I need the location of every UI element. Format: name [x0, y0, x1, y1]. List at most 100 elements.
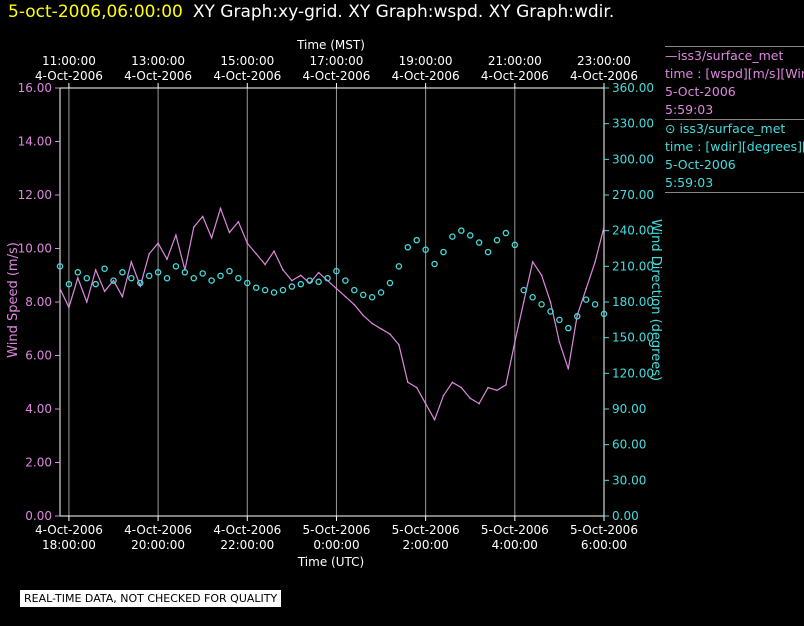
- wspd-point: [255, 253, 257, 255]
- wdir-point: [83, 274, 91, 282]
- wdir-point: [342, 277, 349, 284]
- wspd-point: [335, 287, 338, 290]
- wdir-point: [582, 296, 590, 303]
- wspd-point: [398, 344, 400, 346]
- wspd-point: [148, 253, 150, 255]
- wdir-point: [252, 284, 260, 291]
- wspd-point: [210, 237, 213, 239]
- x-tick-label-time: 0:00:00: [313, 538, 359, 552]
- y-tick-label-left: 12.00: [18, 188, 52, 202]
- wdir-point: [449, 233, 456, 240]
- wdir-point: [529, 293, 536, 301]
- wspd-point: [389, 333, 391, 335]
- wdir-point: [137, 279, 144, 287]
- wspd-point: [433, 418, 436, 421]
- wdir-point: [65, 280, 73, 288]
- wdir-point: [386, 279, 394, 287]
- wdir-point: [547, 308, 554, 315]
- wdir-point: [56, 263, 64, 270]
- wspd-point: [522, 301, 525, 303]
- y-tick-label-left: 2.00: [25, 456, 52, 470]
- axes: 4-Oct-2006 18:00:00 4-Oct-2006 20:00:00 4-Oc…: [18, 54, 654, 552]
- wdir-point: [315, 278, 322, 286]
- wdir-point: [565, 324, 572, 332]
- wdir-point: [413, 236, 420, 244]
- x-tick-label-time: 4:00:00: [492, 538, 538, 552]
- wdir-point: [493, 236, 501, 244]
- y-tick-label-right: 120.00: [612, 366, 654, 380]
- top-tick-label-time: 15:00:00: [220, 54, 274, 68]
- chart-title-bar: 5-oct-2006,06:00:00 XY Graph:xy-grid. XY …: [8, 2, 614, 22]
- y-tick-label-right: 150.00: [612, 331, 654, 345]
- x-tick-label-time: 2:00:00: [403, 538, 449, 552]
- wspd-point: [264, 263, 266, 266]
- wdir-point: [145, 272, 153, 280]
- top-tick-label-date: 4-Oct-2006: [570, 69, 638, 83]
- wdir-point: [208, 277, 215, 284]
- wdir-point: [538, 301, 545, 308]
- legend-wspd-date: 5-Oct-2006: [665, 84, 736, 99]
- y-tick-label-right: 90.00: [612, 402, 646, 416]
- y-tick-label-left: 10.00: [18, 242, 52, 256]
- wdir-point: [217, 272, 224, 280]
- wdir-point: [333, 267, 340, 275]
- top-tick-label-date: 4-Oct-2006: [35, 69, 103, 83]
- y-tick-label-left: 4.00: [25, 402, 52, 416]
- wdir-point: [226, 267, 233, 275]
- x-tick-label-time: 20:00:00: [131, 538, 185, 552]
- y-tick-label-right: 30.00: [612, 473, 646, 487]
- wspd-point: [407, 381, 409, 384]
- wdir-point: [288, 283, 296, 290]
- top-tick-label-date: 4-Oct-2006: [302, 69, 370, 83]
- wdir-point: [110, 277, 117, 284]
- top-tick-label-date: 4-Oct-2006: [124, 69, 192, 83]
- y-tick-label-right: 360.00: [612, 81, 654, 95]
- wdir-point: [181, 269, 189, 276]
- wspd-point: [282, 269, 284, 271]
- wdir-point: [199, 270, 206, 277]
- wdir-point: [351, 286, 358, 294]
- wspd-point: [585, 287, 587, 290]
- wdir-point: [556, 316, 563, 324]
- wspd-point: [594, 261, 596, 263]
- top-axis-title: Time (MST): [296, 38, 365, 52]
- wspd-point: [291, 279, 293, 282]
- legend: —iss3/surface_met time : [wspd][m/s][Win…: [665, 46, 804, 193]
- wspd-point: [487, 386, 489, 389]
- wspd-point: [371, 322, 373, 325]
- top-tick-label-time: 23:00:00: [577, 54, 631, 68]
- legend-wspd-var: time : [wspd][m/s][Win: [665, 66, 804, 81]
- wdir-point: [377, 289, 385, 296]
- y-tick-label-right: 330.00: [612, 117, 654, 131]
- wspd-point: [130, 261, 133, 263]
- wspd-point: [558, 341, 561, 343]
- x-tick-label-time: 18:00:00: [42, 538, 96, 552]
- wspd-point: [157, 242, 159, 244]
- wdir-point: [244, 279, 251, 287]
- wdir-point: [511, 241, 519, 249]
- wspd-point: [273, 250, 275, 252]
- wspd-point: [201, 215, 204, 218]
- wdir-point: [359, 291, 367, 299]
- top-tick-label-time: 21:00:00: [488, 54, 542, 68]
- wspd-point: [112, 279, 115, 282]
- wspd-point: [451, 381, 454, 384]
- wspd-point: [219, 207, 222, 210]
- wspd-point: [549, 301, 552, 303]
- wdir-point: [600, 310, 608, 318]
- quality-disclaimer: REAL-TIME DATA, NOT CHECKED FOR QUALITY: [20, 590, 282, 607]
- top-tick-label-time: 13:00:00: [131, 54, 185, 68]
- y-tick-label-right: 210.00: [612, 259, 654, 273]
- wdir-point: [261, 286, 269, 294]
- wspd-point: [424, 402, 427, 405]
- wspd-point: [460, 386, 463, 389]
- wspd-point: [85, 301, 88, 303]
- wspd-point: [317, 271, 320, 274]
- wdir-point: [440, 248, 447, 256]
- x-tick-label-date: 5-Oct-2006: [302, 523, 370, 537]
- top-tick-label-date: 4-Oct-2006: [392, 69, 460, 83]
- y-tick-label-right: 240.00: [612, 224, 654, 238]
- wspd-point: [567, 368, 570, 370]
- bottom-axis-title: Time (UTC): [297, 555, 364, 569]
